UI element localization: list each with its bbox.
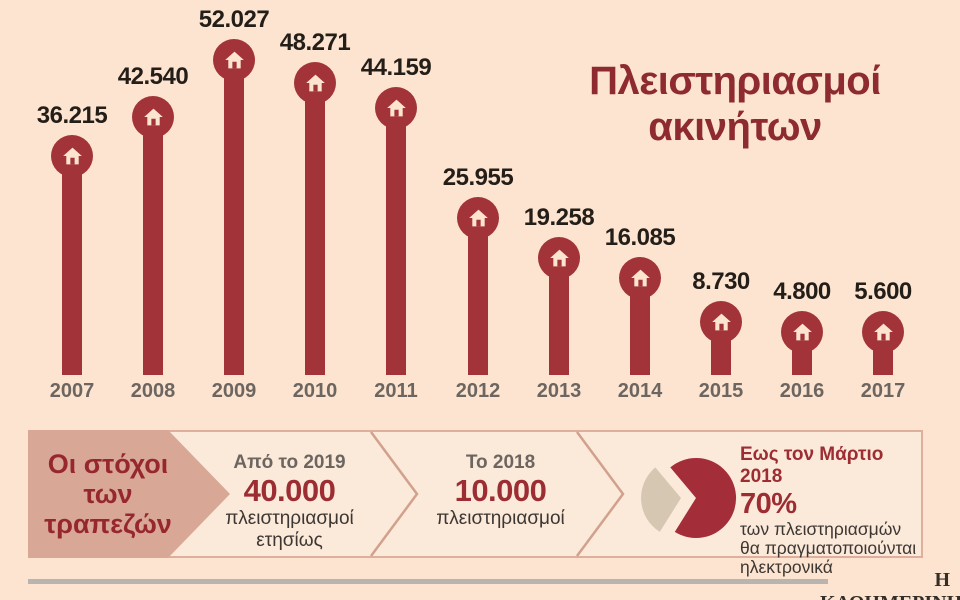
bar-value-label: 36.215 — [36, 102, 108, 129]
bar-stem — [143, 117, 163, 375]
house-icon-2010 — [294, 62, 336, 104]
bar-value-label: 25.955 — [442, 164, 514, 191]
bar-year-label: 2014 — [617, 380, 663, 402]
chart-title-line1: Πλειστηριασμοί — [589, 59, 881, 103]
source-logo: Η ΚΑΘΗΜΕΡΙΝΗ — [820, 569, 960, 600]
bar-stem — [305, 83, 325, 375]
segment-number: 10.000 — [454, 473, 547, 508]
bar-stem — [386, 108, 406, 375]
house-icon-2014 — [619, 257, 661, 299]
bar-stem — [62, 156, 82, 375]
bar-value-label: 4.800 — [773, 278, 831, 305]
segment-header: Εως τον Μάρτιο 2018 — [740, 444, 884, 487]
bar-year-label: 2015 — [698, 380, 744, 402]
bar-year-label: 2013 — [536, 380, 582, 402]
house-icon-2007 — [51, 135, 93, 177]
bar-value-label: 42.540 — [117, 63, 189, 90]
bar-value-label: 16.085 — [604, 224, 676, 251]
bar-value-label: 48.271 — [279, 29, 351, 56]
house-icon-2012 — [457, 197, 499, 239]
bar-value-label: 44.159 — [360, 54, 432, 81]
bar-value-label: 19.258 — [523, 204, 595, 231]
bar-year-label: 2010 — [292, 380, 338, 402]
bar-year-label: 2009 — [211, 380, 257, 402]
house-icon-2008 — [132, 96, 174, 138]
footer-divider — [28, 579, 828, 584]
house-icon-2013 — [538, 237, 580, 279]
segment-body: πλειστηριασμοί ετησίως — [225, 508, 354, 551]
bar-value-label: 5.600 — [854, 278, 912, 305]
house-icon-2017 — [862, 311, 904, 353]
segment-number: 70% — [740, 488, 797, 520]
house-icon-2011 — [375, 87, 417, 129]
bar-year-label: 2008 — [130, 380, 176, 402]
house-icon-2015 — [700, 301, 742, 343]
banner-label-text: Οι στόχοι των τραπεζών — [44, 449, 172, 539]
banner-segment-2019: Από το 2019 40.000 πλειστηριασμοί ετησίω… — [207, 452, 372, 552]
segment-header: Το 2018 — [465, 452, 536, 473]
bar-year-label: 2017 — [860, 380, 906, 402]
bar-stem — [549, 258, 569, 375]
chart-title-line2: ακινήτων — [648, 105, 822, 149]
banner-segment-electronic: Εως τον Μάρτιο 2018 70% των πλειστηριασμ… — [740, 444, 922, 577]
bar-stem — [468, 218, 488, 375]
segment-number: 40.000 — [243, 473, 336, 508]
bar-value-label: 8.730 — [692, 268, 750, 295]
bar-year-label: 2007 — [49, 380, 95, 402]
segment-body: των πλειστηριασμών θα πραγματοποιούνται … — [740, 519, 917, 577]
banner-segment-2018: Το 2018 10.000 πλειστηριασμοί — [418, 452, 583, 530]
bar-stem — [224, 60, 244, 375]
bar-year-label: 2011 — [374, 380, 418, 402]
bar-year-label: 2012 — [455, 380, 501, 402]
segment-header: Από το 2019 — [233, 452, 346, 473]
bar-value-label: 52.027 — [198, 6, 270, 33]
house-icon-2009 — [213, 39, 255, 81]
house-icon-2016 — [781, 311, 823, 353]
chart-title: Πλειστηριασμοί ακινήτων — [530, 58, 940, 150]
bar-year-label: 2016 — [779, 380, 825, 402]
bar-stem — [630, 278, 650, 375]
segment-body: πλειστηριασμοί — [436, 508, 565, 529]
